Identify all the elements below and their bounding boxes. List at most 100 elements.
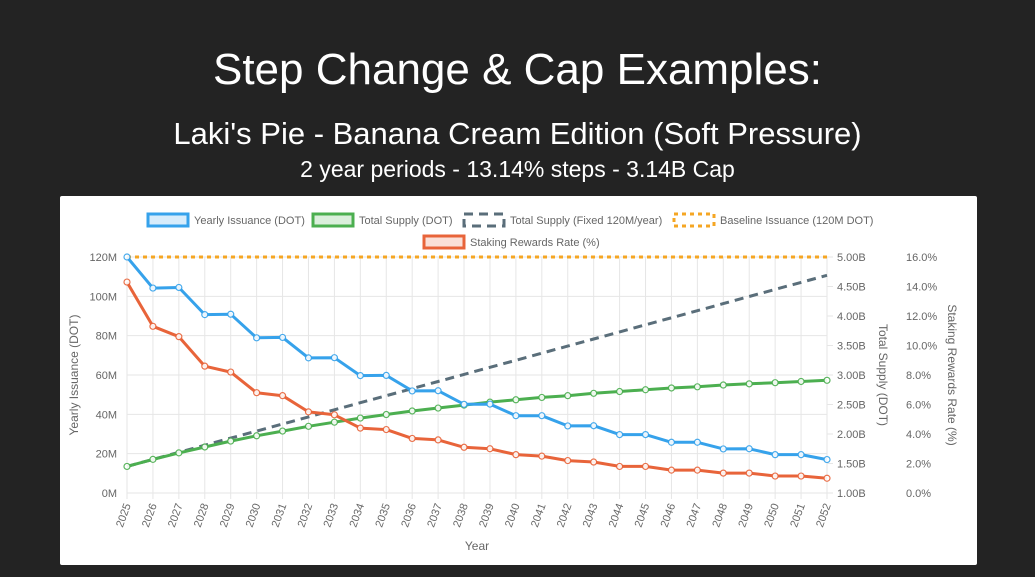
data-point (564, 392, 572, 400)
data-point (123, 462, 131, 471)
data-point (304, 354, 313, 362)
legend-label: Staking Rewards Rate (%) (470, 237, 600, 249)
data-point (149, 284, 157, 292)
data-point (538, 393, 546, 402)
y-right1-tick-label: 5.00B (837, 252, 866, 264)
data-point (253, 432, 261, 440)
slide-subtitle: Laki's Pie - Banana Cream Edition (Soft … (173, 116, 862, 151)
y-right1-tick-label: 4.50B (837, 282, 866, 294)
data-point (564, 422, 572, 430)
legend-item-staking-rewards-rate: Staking Rewards Rate (%) (422, 234, 600, 250)
x-tick-label: 2044 (607, 502, 627, 529)
y-right2-tick-label: 8.0% (906, 370, 931, 382)
data-point (486, 400, 494, 408)
y-left-tick-label: 120M (89, 252, 117, 264)
series-total-supply-fixed-120m-year (126, 273, 828, 468)
x-tick-label: 2025 (114, 502, 134, 529)
y-right2-tick-label: 10.0% (906, 341, 937, 353)
y-right2-tick-label: 4.0% (906, 429, 931, 441)
x-tick-label: 2040 (503, 502, 523, 529)
data-point (667, 438, 676, 446)
data-point (512, 412, 520, 420)
data-point (434, 404, 442, 412)
data-point (667, 384, 676, 392)
data-point (278, 427, 287, 435)
y-left-tick-label: 20M (96, 449, 117, 461)
x-tick-label: 2035 (373, 502, 393, 529)
data-point (719, 445, 727, 453)
data-point (615, 430, 624, 439)
data-point (486, 445, 494, 453)
data-point (797, 451, 805, 459)
data-point (590, 422, 598, 430)
series-line-staking-rewards-rate (125, 281, 828, 480)
slide-subtitle-details: 2 year periods - 13.14% steps - 3.14B Ca… (300, 156, 735, 182)
data-point (823, 474, 831, 482)
legend-label: Yearly Issuance (DOT) (194, 215, 305, 227)
legend-swatch (672, 212, 716, 228)
x-tick-label: 2043 (581, 502, 601, 529)
series-yearly-issuance-dot (123, 253, 831, 464)
x-axis-title: Year (465, 539, 489, 553)
legend-swatch (462, 212, 506, 228)
y-left-tick-label: 60M (96, 370, 117, 382)
data-point (512, 396, 520, 404)
y-right2-tick-label: 14.0% (906, 282, 937, 294)
legend-item-yearly-issuance-dot: Yearly Issuance (DOT) (146, 212, 305, 228)
data-point (797, 377, 805, 386)
legend-label: Total Supply (Fixed 120M/year) (510, 215, 662, 227)
data-point (771, 451, 779, 459)
y-right2-tick-label: 2.0% (906, 459, 931, 471)
x-tick-label: 2041 (529, 502, 549, 529)
x-tick-label: 2047 (685, 502, 705, 529)
chart-card: 0M 20M 40M 60M 80M 100M 120M 2025 2026 2027 2028 20… (60, 196, 977, 565)
y-right1-tick-label: 3.00B (837, 370, 866, 382)
data-point (823, 376, 831, 384)
x-tick-label: 2048 (710, 502, 730, 529)
data-point (641, 462, 650, 471)
data-point (382, 371, 390, 379)
y-left-tick-label: 100M (89, 291, 117, 303)
data-point (408, 434, 416, 443)
x-tick-label: 2046 (659, 502, 679, 529)
y-right2-axis-title: Staking Rewards Rate (%) (945, 304, 959, 445)
legend-label: Baseline Issuance (120M DOT) (720, 215, 873, 227)
x-tick-label: 2051 (788, 502, 808, 529)
data-point (227, 368, 235, 376)
data-point (745, 469, 753, 477)
data-point (434, 436, 442, 444)
data-point (408, 407, 416, 415)
data-point (797, 472, 805, 480)
x-tick-label: 2049 (736, 502, 756, 529)
data-point (538, 412, 546, 420)
data-point (564, 456, 572, 465)
series-line-yearly-issuance-dot (125, 256, 828, 462)
data-point (253, 334, 261, 342)
data-point (227, 437, 235, 445)
y-left-axis-title: Yearly Issuance (DOT) (67, 315, 81, 436)
data-point (123, 253, 131, 261)
data-point (693, 383, 701, 391)
legend-label: Total Supply (DOT) (359, 215, 453, 227)
x-tick-label: 2036 (399, 502, 419, 529)
data-point (304, 422, 313, 430)
legend-item-baseline-issuance-120m-dot: Baseline Issuance (120M DOT) (672, 212, 873, 228)
y-right1-tick-label: 3.50B (837, 341, 866, 353)
x-tick-label: 2026 (140, 502, 160, 529)
data-point (356, 424, 364, 432)
data-point (330, 411, 339, 419)
data-point (253, 389, 261, 397)
data-point (434, 387, 442, 395)
data-point (693, 466, 701, 474)
data-point (641, 386, 650, 394)
x-tick-label: 2028 (192, 502, 212, 529)
data-point (149, 455, 157, 463)
data-point (771, 472, 779, 480)
x-tick-label: 2038 (451, 502, 471, 529)
data-point (330, 354, 339, 362)
chart-legend: Yearly Issuance (DOT) Total Supply (DOT) T… (146, 212, 873, 250)
x-tick-label: 2052 (814, 502, 834, 529)
series-staking-rewards-rate (123, 278, 831, 482)
x-tick-label: 2050 (762, 502, 782, 529)
data-point (175, 333, 183, 341)
